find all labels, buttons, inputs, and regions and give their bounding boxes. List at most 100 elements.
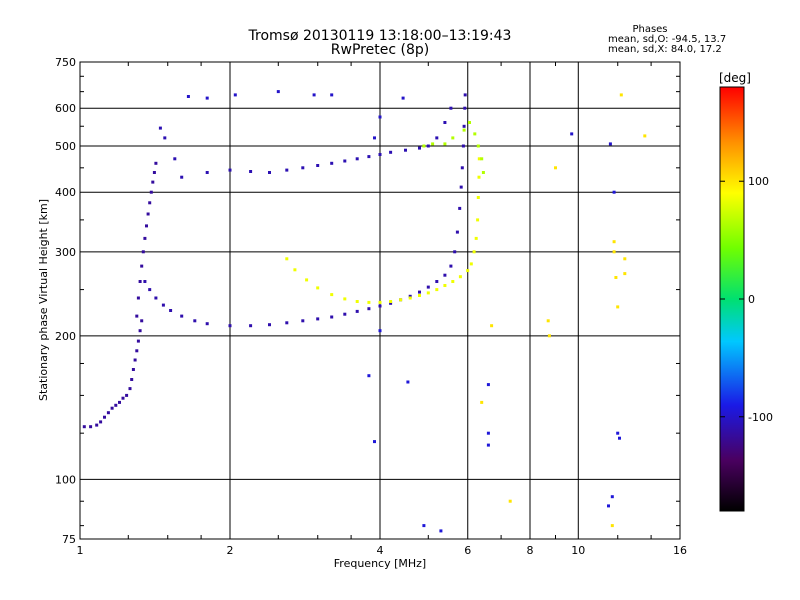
data-point [285, 257, 289, 261]
chart-title: Tromsø 20130119 13:18:00–13:19:43 [248, 28, 512, 44]
data-point [468, 121, 471, 124]
data-point [106, 411, 110, 415]
y-axis-label: Stationary phase Virtual Height [km] [37, 199, 50, 401]
data-point [355, 309, 359, 313]
data-point [312, 93, 316, 97]
data-point [462, 128, 466, 132]
data-point [481, 171, 485, 174]
data-point [443, 273, 447, 277]
data-point [401, 96, 405, 100]
data-point [330, 161, 334, 165]
data-point [554, 166, 557, 170]
stats-o-line: mean, sd,O: -94.5, 13.7 [608, 34, 726, 45]
data-point [608, 142, 612, 146]
colorbar-label: [deg] [719, 71, 751, 85]
data-point [367, 307, 371, 311]
data-point [449, 106, 453, 110]
data-point [422, 524, 426, 528]
data-point [143, 280, 147, 283]
data-point [367, 155, 371, 159]
data-point [373, 440, 376, 444]
data-point [616, 305, 620, 309]
y-tick-label: 300 [55, 246, 76, 259]
data-point [612, 250, 616, 254]
y-tick-label: 600 [55, 102, 76, 115]
data-point [546, 319, 550, 323]
x-tick-label: 2 [227, 544, 234, 557]
data-point [145, 224, 148, 228]
data-point [612, 190, 616, 194]
data-point [140, 319, 144, 323]
data-point [161, 303, 165, 307]
x-tick-label: 8 [527, 544, 534, 557]
grid-layer [80, 62, 680, 539]
data-point [330, 93, 334, 97]
data-point [474, 236, 478, 240]
data-point [443, 142, 447, 146]
data-point [82, 425, 86, 429]
data-point [141, 250, 145, 254]
stats-heading: Phases [632, 24, 667, 35]
y-tick-label: 100 [55, 473, 76, 486]
data-point [476, 144, 480, 148]
data-point [149, 190, 153, 194]
data-point [616, 431, 620, 435]
data-point [431, 142, 435, 146]
data-point [285, 168, 289, 172]
x-tick-label: 4 [377, 544, 384, 557]
data-point [367, 374, 371, 378]
data-point [330, 315, 334, 319]
data-point [154, 161, 158, 165]
data-point [378, 304, 382, 308]
data-point [643, 134, 647, 138]
data-point [435, 280, 439, 283]
colorbar-tick-label: 0 [748, 293, 755, 306]
data-point [458, 275, 462, 279]
data-point [103, 415, 106, 419]
data-point [140, 264, 144, 268]
data-point [136, 339, 140, 343]
chart-subtitle: RwPretec (8p) [331, 42, 429, 58]
data-point [453, 250, 457, 254]
data-point [461, 144, 465, 148]
data-point [404, 148, 407, 152]
data-point [378, 153, 382, 156]
data-point [389, 150, 393, 154]
data-point [293, 268, 297, 272]
data-point [618, 436, 621, 440]
data-point [118, 400, 121, 404]
data-point [305, 278, 309, 282]
data-point [316, 317, 320, 321]
y-tick-label: 500 [55, 140, 76, 153]
data-point [418, 294, 421, 297]
data-point [469, 262, 473, 266]
data-point [343, 159, 347, 163]
colorbar-tick-label: -100 [748, 411, 773, 424]
data-point [151, 180, 155, 184]
colorbar-tick-label: 100 [748, 175, 769, 188]
data-point [619, 93, 623, 97]
data-point [121, 396, 125, 400]
y-tick-label: 400 [55, 186, 76, 199]
data-point [462, 124, 466, 128]
stats-x-line: mean, sd,X: 84.0, 17.2 [608, 44, 722, 55]
data-point [148, 288, 152, 292]
data-point [228, 168, 232, 172]
data-point [477, 175, 481, 179]
data-point [316, 286, 320, 290]
data-point [99, 420, 103, 424]
y-tick-label: 200 [55, 330, 76, 343]
data-point [612, 240, 616, 244]
data-point [135, 314, 139, 318]
data-point [476, 196, 480, 199]
data-point [422, 144, 426, 148]
x-tick-label: 1 [77, 544, 84, 557]
data-point [426, 144, 430, 148]
x-axis-label: Frequency [MHz] [334, 557, 426, 570]
data-point [173, 157, 177, 161]
data-point [114, 403, 118, 407]
data-point [463, 93, 467, 97]
data-point [418, 146, 421, 150]
data-point [508, 499, 512, 503]
data-point [138, 280, 142, 283]
